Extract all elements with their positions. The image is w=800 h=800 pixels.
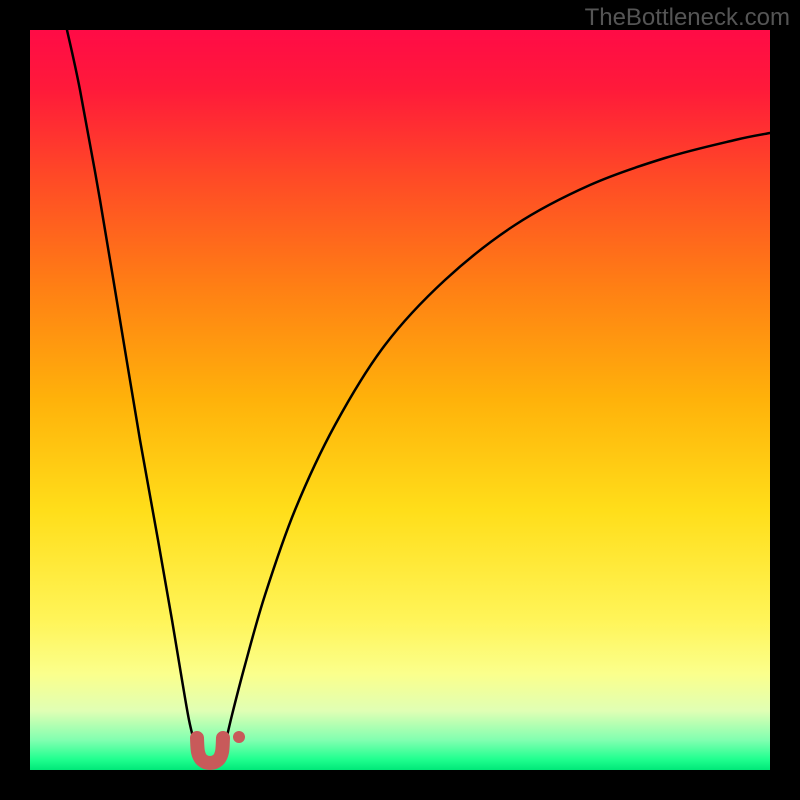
plot-gradient-area <box>30 30 770 770</box>
chart-canvas: TheBottleneck.com <box>0 0 800 800</box>
watermark-text: TheBottleneck.com <box>585 4 790 32</box>
bottleneck-dot-marker <box>233 731 245 743</box>
bottleneck-chart-svg <box>0 0 800 800</box>
